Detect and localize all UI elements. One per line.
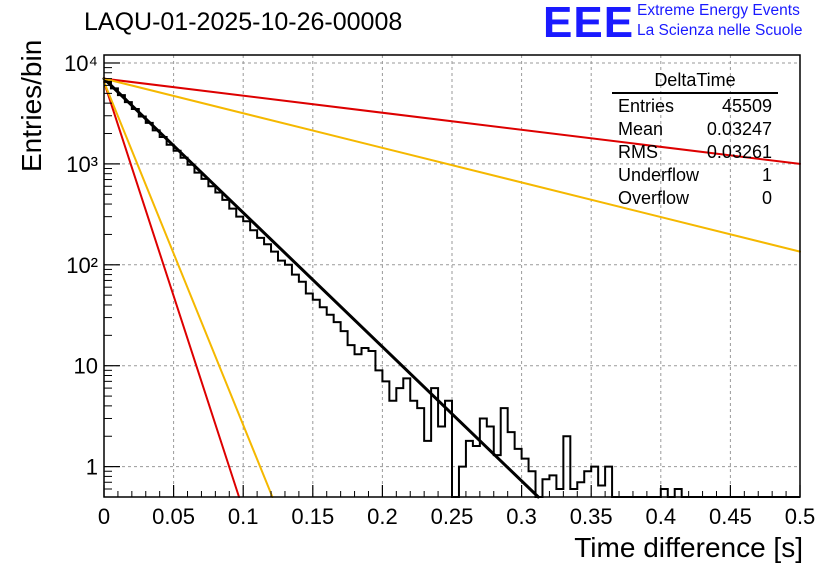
y-tick-label: 10³ xyxy=(66,152,98,177)
stats-row: Overflow 0 xyxy=(612,187,778,210)
stats-label: Underflow xyxy=(618,165,700,185)
y-tick-label: 10 xyxy=(74,354,98,379)
eee-logo-line2: La Scienza nelle Scuole xyxy=(637,22,803,39)
stats-label: RMS xyxy=(618,142,658,162)
stats-row: RMS 0.03261 xyxy=(612,141,778,164)
stats-value: 0.03261 xyxy=(706,142,772,162)
stats-label: Mean xyxy=(618,119,664,139)
x-tick-label: 0.25 xyxy=(431,504,474,529)
curve-orange-steep xyxy=(103,80,274,498)
stats-value: 0.03247 xyxy=(706,119,772,139)
stats-value: 1 xyxy=(761,165,772,185)
chart-title: LAQU-01-2025-10-26-00008 xyxy=(84,8,403,36)
curve-fit xyxy=(102,77,540,499)
curve-orange-shallow xyxy=(103,77,801,253)
stats-label: Overflow xyxy=(618,188,690,208)
stats-row: Mean 0.03247 xyxy=(612,118,778,141)
axis-ticks xyxy=(103,62,801,497)
x-tick-label: 0.05 xyxy=(152,504,195,529)
y-tick-label: 1 xyxy=(86,455,98,480)
curve-red-shallow xyxy=(103,77,801,165)
y-tick-label: 10² xyxy=(66,253,98,278)
curve-red-steep xyxy=(103,80,241,498)
x-tick-label: 0.45 xyxy=(709,504,752,529)
stats-box: DeltaTime Entries 45509 Mean 0.03247 RMS 0.… xyxy=(612,70,778,210)
eee-logo: EEE xyxy=(543,0,635,47)
model-curves xyxy=(102,77,801,499)
x-tick-label: 0 xyxy=(98,504,110,529)
axis-tick-labels: 0 0.05 0.1 0.15 0.2 0.25 0.3 0.35 0.4 0.45 0.51101… xyxy=(64,51,815,529)
x-tick-label: 0.5 xyxy=(785,504,816,529)
x-tick-label: 0.1 xyxy=(228,504,259,529)
x-tick-label: 0.15 xyxy=(291,504,334,529)
eee-logo-line1: Extreme Energy Events xyxy=(637,2,800,19)
stats-row: Underflow 1 xyxy=(612,164,778,187)
stats-value: 45509 xyxy=(721,96,772,116)
stats-row: Entries 45509 xyxy=(612,95,778,118)
x-tick-label: 0.35 xyxy=(570,504,613,529)
x-tick-label: 0.4 xyxy=(646,504,677,529)
x-tick-label: 0.3 xyxy=(506,504,537,529)
stats-label: Entries xyxy=(618,96,675,116)
y-tick-label: 10⁴ xyxy=(64,51,98,76)
stats-name: DeltaTime xyxy=(612,70,778,94)
x-axis-label: Time difference [s] xyxy=(574,532,803,563)
y-axis-label: Entries/bin xyxy=(16,39,47,172)
stats-value: 0 xyxy=(761,188,772,208)
x-tick-label: 0.2 xyxy=(367,504,398,529)
